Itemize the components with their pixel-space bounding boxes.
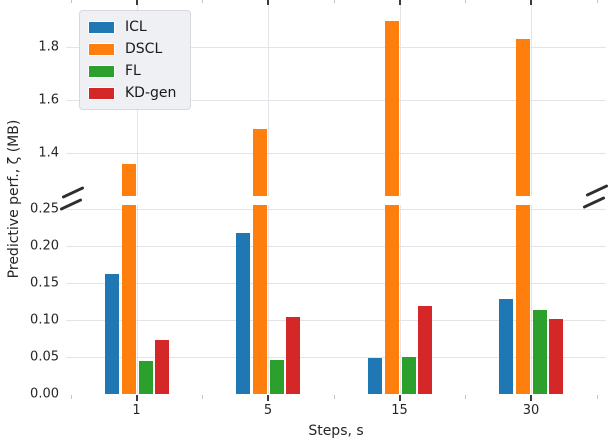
x-minor-tick-mark [465,0,467,3]
y-tick-label: 0.15 [30,275,59,291]
y-tick-label: 0.25 [30,201,59,217]
x-tick-label: 15 [391,403,408,418]
y-tick-label: 0.00 [30,386,59,402]
bar-dscl-1 [121,205,136,394]
y-tick-label: 1.6 [38,92,59,108]
bar-dscl-5-upper [253,129,267,196]
y-tick-label: 1.4 [38,145,59,161]
legend-swatch-kd-gen [88,86,115,100]
gridline-v [399,205,401,394]
bar-kd-gen-1 [154,339,169,394]
legend-swatch-dscl [88,42,115,56]
gridline-v [399,2,401,196]
bar-dscl-15 [384,205,399,394]
legend-item-fl: FL [88,60,176,82]
legend-item-dscl: DSCL [88,38,176,60]
gridline-v [136,205,138,394]
bar-dscl-1-upper [121,163,136,196]
gridline-h [66,100,606,102]
x-tick-mark [398,395,401,401]
bar-fl-15 [401,357,416,394]
x-minor-tick-mark [70,395,72,399]
x-minor-tick-mark [333,395,335,399]
bar-dscl-5 [253,205,267,394]
bar-icl-1 [104,274,119,394]
bar-dscl-30-upper [516,39,530,196]
bar-kd-gen-5 [286,317,300,394]
gridline-v [268,205,269,394]
legend-item-icl: ICL [88,16,176,38]
x-axis-label: Steps, s [308,423,364,439]
gridline-v [268,2,269,196]
gridline-h [66,209,606,210]
legend-label-fl: FL [125,63,141,79]
x-minor-tick-mark [597,395,598,399]
upper-axis-panel [66,2,606,196]
x-tick-mark [135,0,138,5]
x-minor-tick-mark [202,395,204,399]
gridline-v [531,2,532,196]
bar-fl-5 [270,359,284,394]
y-tick-label: 1.8 [38,39,59,55]
x-minor-tick-mark [202,0,204,3]
y-tick-label: 0.20 [30,238,59,254]
gridline-h [66,153,606,155]
x-tick-mark [267,0,269,5]
x-minor-tick-mark [465,395,467,399]
x-tick-mark [398,0,401,5]
bar-icl-5 [236,232,250,394]
bar-kd-gen-30 [549,319,563,394]
y-tick-label: 0.05 [30,349,59,365]
bar-fl-1 [138,361,153,394]
legend-label-dscl: DSCL [125,41,163,57]
bar-dscl-30 [516,205,530,394]
x-tick-mark [530,395,532,401]
x-tick-label: 5 [263,403,273,418]
x-tick-mark [135,395,138,401]
x-tick-label: 30 [522,403,540,418]
gridline-h [66,357,606,358]
x-tick-label: 1 [132,403,141,418]
gridline-h [66,283,606,284]
legend-label-icl: ICL [125,19,147,35]
gridline-h [66,320,606,321]
gridline-h [66,246,606,247]
legend-swatch-icl [88,20,115,34]
legend-swatch-fl [88,64,115,78]
x-tick-mark [267,395,269,401]
legend: ICL DSCL FL KD-gen [79,10,192,110]
x-minor-tick-mark [70,0,72,3]
bar-dscl-15-upper [384,20,399,196]
x-minor-tick-mark [333,0,335,3]
bar-kd-gen-15 [417,305,432,394]
y-tick-label: 0.10 [30,312,59,328]
legend-label-kd-gen: KD-gen [125,85,177,101]
bar-icl-30 [499,299,513,394]
gridline-v [531,205,532,394]
lower-axis-panel [66,205,606,394]
gridline-h [66,47,606,49]
x-tick-mark [530,0,532,5]
bar-icl-15 [367,357,382,394]
bar-fl-30 [533,310,547,394]
x-minor-tick-mark [597,0,598,3]
legend-item-kd-gen: KD-gen [88,82,176,104]
